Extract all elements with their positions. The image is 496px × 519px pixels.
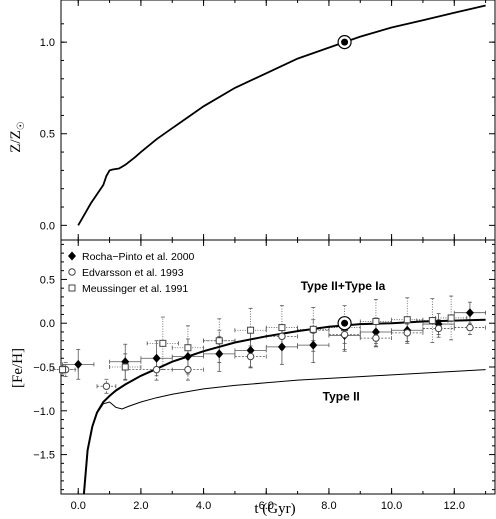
legend-marker-diamond — [68, 251, 76, 261]
bottom-y-axis-label: [Fe/H] — [10, 348, 26, 388]
data-point-square — [215, 337, 223, 345]
top-ytick-label: 0.5 — [40, 129, 55, 141]
top-y-axis-label-sub: ☉ — [16, 121, 27, 130]
bottom-panel: −1.5 −1.0 −0.5 0.0 0.5 0.0 2.0 4.0 6.0 8.0 10.0 12.… — [33, 240, 495, 512]
x-tick-label: 8.0 — [321, 500, 336, 512]
bottom-ytick-label: 0.0 — [40, 318, 55, 330]
x-tick-label: 12.0 — [444, 500, 465, 512]
data-point-circle — [152, 365, 161, 374]
bottom-ytick-label: −1.0 — [33, 406, 55, 418]
top-panel: 0.0 0.5 1.0 — [40, 0, 495, 240]
data-point-square — [159, 339, 167, 347]
x-axis-label: t (Gyr) — [254, 501, 295, 517]
data-point-diamond — [215, 349, 224, 359]
sun-marker-dot — [341, 38, 349, 46]
data-point-square — [372, 317, 380, 325]
data-point-circle — [466, 323, 474, 332]
data-point-circle — [372, 334, 380, 342]
x-tick-label: 0.0 — [71, 500, 86, 512]
data-point-circle — [246, 352, 255, 361]
legend-marker-square — [68, 284, 76, 292]
data-point-square — [428, 317, 436, 325]
curve-annotation: Type II+Type Ia — [301, 279, 386, 293]
data-point-square — [278, 324, 286, 332]
data-point-diamond — [465, 308, 474, 318]
bottom-ytick-label: −0.5 — [33, 362, 55, 374]
legend-label: Rocha−Pinto et al. 2000 — [82, 251, 195, 263]
data-point-circle — [278, 332, 286, 341]
bottom-ytick-label: 0.5 — [40, 274, 55, 286]
x-tick-label: 2.0 — [133, 500, 148, 512]
data-point-square — [121, 363, 129, 371]
data-point-diamond — [74, 359, 83, 369]
data-point-diamond — [277, 342, 286, 352]
top-ytick-label: 1.0 — [40, 37, 55, 49]
x-tick-label: 10.0 — [381, 500, 402, 512]
data-point-square — [403, 316, 411, 324]
curve-annotation: Type II — [323, 389, 360, 403]
top-ytick-label: 0.0 — [40, 220, 55, 232]
x-tick-label: 4.0 — [196, 500, 211, 512]
data-point-diamond — [309, 340, 318, 350]
legend-label: Edvarsson et al. 1993 — [82, 267, 184, 279]
data-point-diamond — [183, 351, 192, 361]
data-point-square — [309, 325, 317, 333]
data-point-square — [247, 326, 255, 334]
top-panel-frame — [60, 0, 496, 241]
top-y-axis-label: Z/Z☉ — [8, 121, 27, 153]
model-curve-type-ii — [83, 369, 486, 495]
metallicity-curve — [77, 4, 486, 226]
data-point-square — [447, 314, 455, 322]
data-point-diamond — [246, 345, 255, 355]
data-point-diamond — [152, 353, 161, 363]
data-point-circle — [184, 365, 192, 374]
data-point-square — [59, 366, 67, 374]
legend-marker-circle — [68, 268, 76, 276]
data-point-circle — [340, 330, 349, 339]
sun-marker-dot — [341, 319, 349, 327]
data-point-square — [184, 344, 192, 352]
data-point-circle — [102, 382, 111, 390]
data-point-circle — [434, 324, 443, 333]
bottom-ytick-label: −1.5 — [33, 450, 55, 462]
x-tick-label: 6.0 — [259, 500, 274, 512]
data-point-circle — [403, 329, 411, 337]
top-y-axis-label-main: Z/Z — [8, 130, 24, 153]
legend-label: Meussinger et al. 1991 — [82, 283, 188, 295]
data-point-diamond — [371, 327, 380, 337]
